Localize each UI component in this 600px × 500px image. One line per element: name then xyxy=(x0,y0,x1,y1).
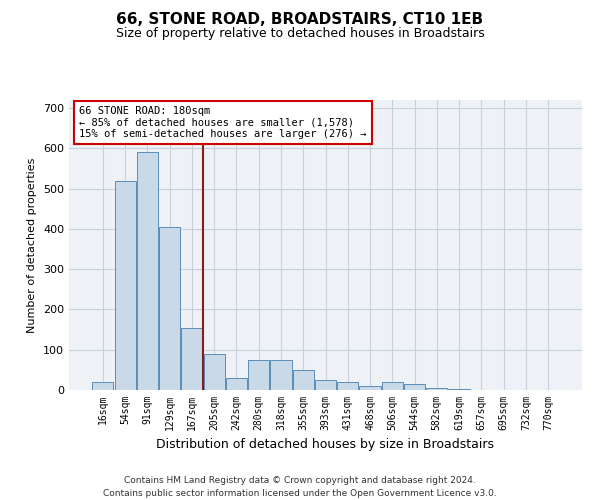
Text: Contains public sector information licensed under the Open Government Licence v3: Contains public sector information licen… xyxy=(103,489,497,498)
Bar xyxy=(137,152,158,390)
Text: Size of property relative to detached houses in Broadstairs: Size of property relative to detached ho… xyxy=(116,28,484,40)
Bar xyxy=(271,360,292,390)
Bar xyxy=(115,180,136,390)
Y-axis label: Number of detached properties: Number of detached properties xyxy=(28,158,37,332)
Bar xyxy=(404,384,425,390)
Bar xyxy=(248,360,269,390)
Bar xyxy=(159,227,180,390)
Bar xyxy=(293,370,314,390)
Text: Contains HM Land Registry data © Crown copyright and database right 2024.: Contains HM Land Registry data © Crown c… xyxy=(124,476,476,485)
Text: 66 STONE ROAD: 180sqm
← 85% of detached houses are smaller (1,578)
15% of semi-d: 66 STONE ROAD: 180sqm ← 85% of detached … xyxy=(79,106,367,139)
Bar xyxy=(426,388,448,390)
X-axis label: Distribution of detached houses by size in Broadstairs: Distribution of detached houses by size … xyxy=(157,438,494,452)
Bar xyxy=(181,328,203,390)
Bar xyxy=(92,382,113,390)
Bar xyxy=(448,389,470,390)
Text: 66, STONE ROAD, BROADSTAIRS, CT10 1EB: 66, STONE ROAD, BROADSTAIRS, CT10 1EB xyxy=(116,12,484,28)
Bar xyxy=(315,380,336,390)
Bar xyxy=(203,354,225,390)
Bar xyxy=(359,386,380,390)
Bar xyxy=(226,378,247,390)
Bar xyxy=(337,382,358,390)
Bar xyxy=(382,382,403,390)
